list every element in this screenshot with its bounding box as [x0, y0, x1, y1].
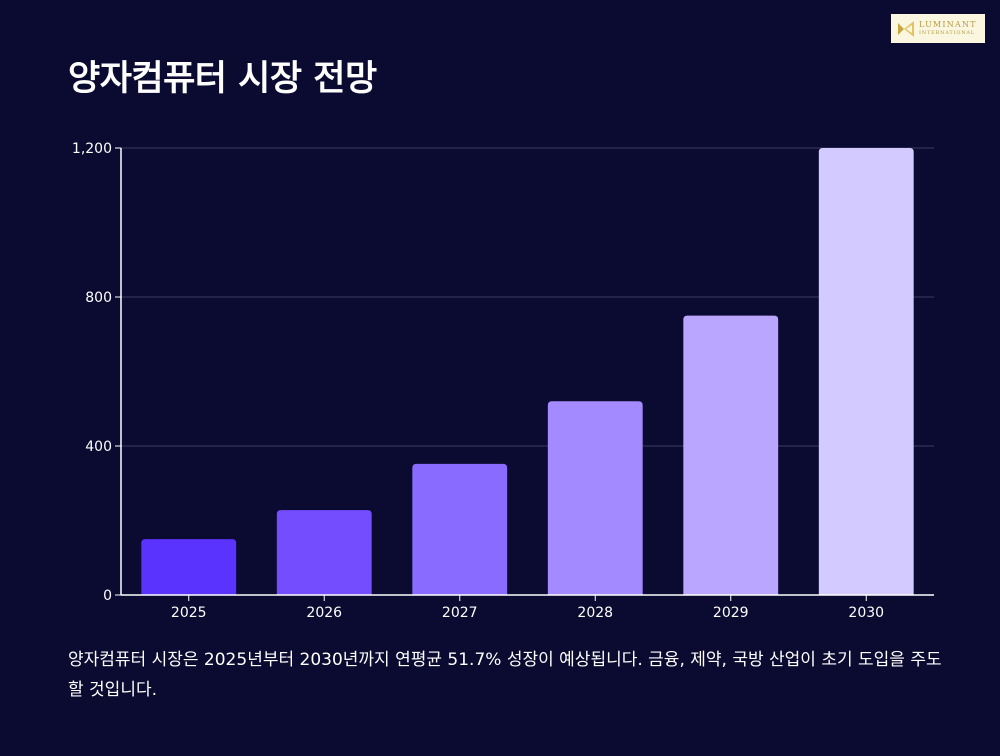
bar-chart: 0 400 800 1,200 2025 2026 2027 2028 2029 2030	[72, 141, 934, 621]
chart-description: 양자컴퓨터 시장은 2025년부터 2030년까지 연평균 51.7% 성장이 …	[68, 650, 942, 700]
page-title: 양자컴퓨터 시장 전망	[68, 59, 377, 99]
brand-logo: LUMINANT INTERNATIONAL	[891, 14, 985, 43]
bar-2025	[141, 539, 237, 595]
bar-2027	[412, 463, 508, 595]
y-tick-label: 800	[85, 290, 112, 306]
bar-2026	[276, 510, 372, 595]
y-tick-label: 0	[103, 588, 112, 604]
brand-name: LUMINANT	[919, 20, 977, 29]
y-tick-label: 1,200	[72, 141, 112, 157]
y-tick-label: 400	[85, 439, 112, 455]
x-tick-label: 2028	[577, 605, 613, 621]
luminant-logo-icon	[898, 20, 914, 37]
x-tick-label: 2027	[442, 605, 478, 621]
x-tick-label: 2026	[306, 605, 342, 621]
bar-2028	[547, 401, 643, 595]
bar-2030	[818, 148, 914, 595]
brand-subtitle: INTERNATIONAL	[919, 30, 975, 36]
bar-2029	[683, 315, 779, 595]
x-tick-label: 2025	[171, 605, 207, 621]
x-tick-label: 2029	[713, 605, 749, 621]
x-tick-label: 2030	[848, 605, 884, 621]
